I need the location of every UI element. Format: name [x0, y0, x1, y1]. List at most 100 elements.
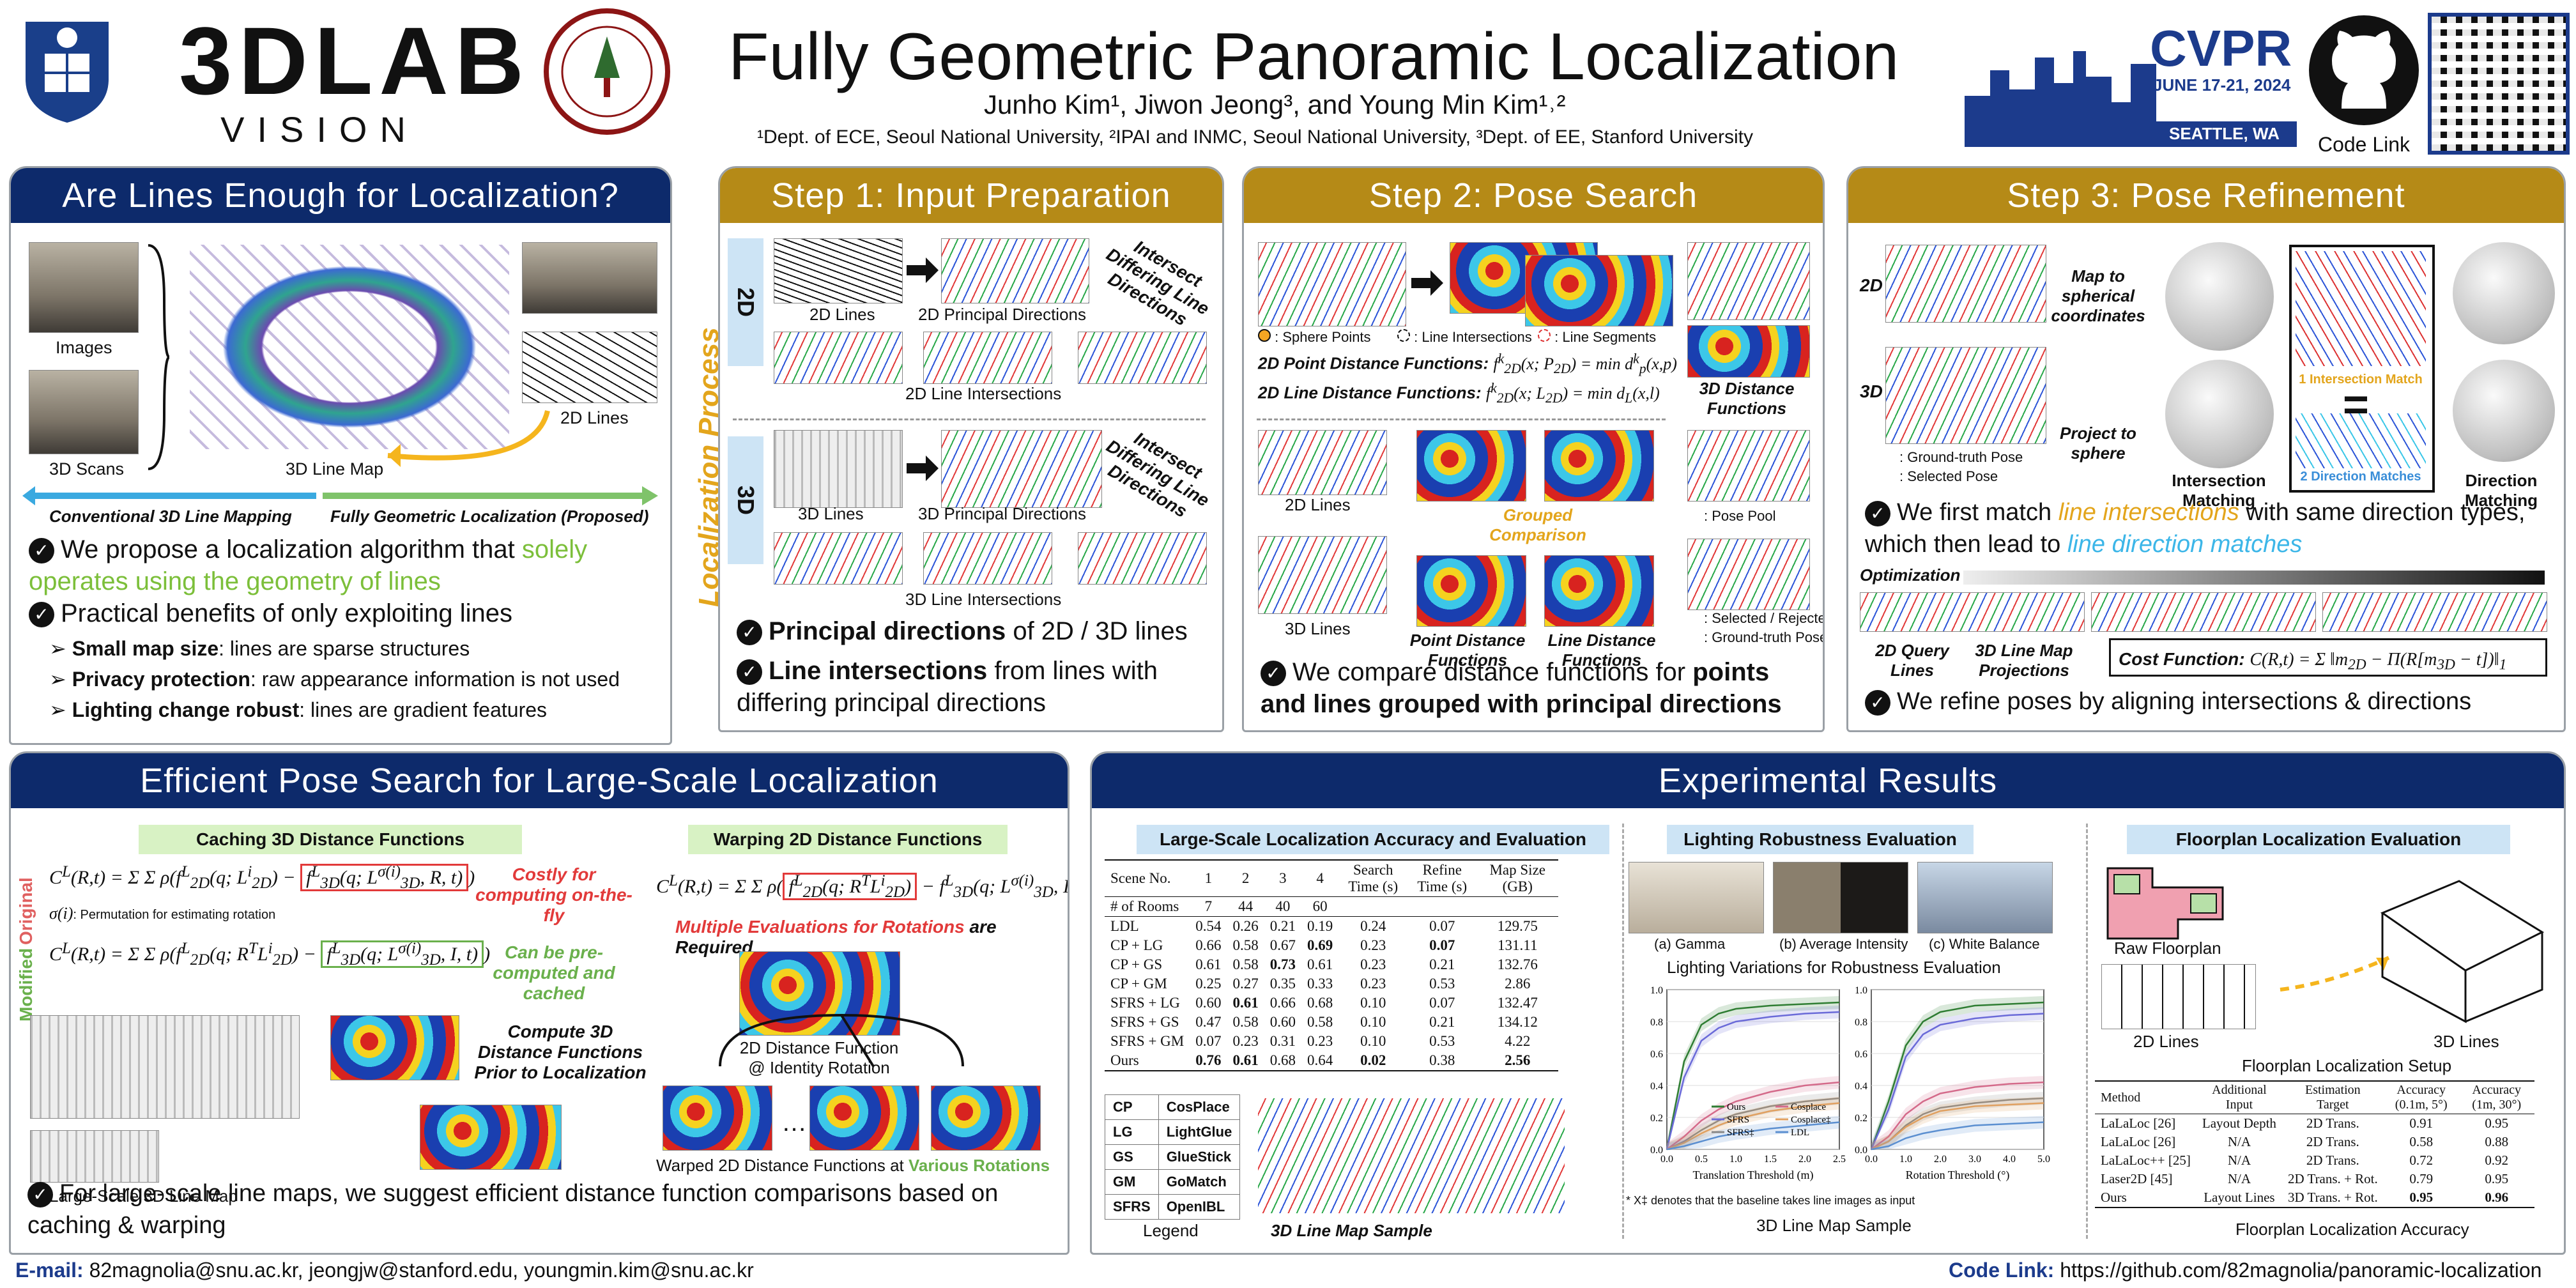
footer-email: E-mail: 82magnolia@snu.ac.kr, jeongjw@st… [15, 1259, 754, 1282]
s1-b1-bold: Principal directions [769, 617, 1006, 645]
table-row: Ours 0.76 0.61 0.68 0.64 0.02 0.38 2.56 [1105, 1051, 1558, 1071]
exp-divider-2 [2086, 824, 2088, 1239]
university-crest-icon [26, 22, 109, 123]
fl-3d-img [2370, 862, 2549, 1028]
s1-2dint-label: 2D Line Intersections [905, 384, 1062, 403]
table-row: CP + GS 0.61 0.58 0.73 0.61 0.23 0.21 132.76 [1105, 955, 1558, 974]
abbr-legend: CP CosPlace LG LightGlue GS GlueStick GM GoMatc… [1105, 1094, 1241, 1220]
td: # of Rooms [1110, 898, 1179, 914]
table-cell: 4.22 [1505, 1033, 1531, 1049]
sub3-bold: Lighting change robust [72, 698, 300, 721]
side-original: Original [16, 877, 36, 945]
bullet-benefits: ✓ Practical benefits of only exploiting l… [29, 597, 655, 629]
github-link[interactable]: Code Link [2300, 13, 2428, 156]
fl-table-cell: N/A [2227, 1134, 2251, 1149]
table-cell: LDL [1110, 918, 1139, 934]
table-cell: 0.23 [1360, 937, 1386, 953]
light-cap-c: (c) White Balance [1929, 936, 2040, 952]
series-band [1871, 1007, 2044, 1149]
light-img-gamma [1629, 862, 1764, 933]
large-map-label: Large-Scale 3D Line Map [49, 1186, 238, 1206]
code-url[interactable]: https://github.com/82magnolia/panoramic-… [2054, 1259, 2542, 1282]
fl-table-cell: LaLaLoc [26] [2101, 1116, 2176, 1131]
th: Estimation Target [2305, 1083, 2361, 1112]
cvpr-city: SEATTLE, WA [2169, 124, 2280, 143]
s1-b2-text: from lines with differing principal dire… [737, 657, 1158, 717]
legend-row: SFRS OpenIBL [1105, 1194, 1241, 1220]
fl-table-body: LaLaLoc [26] Layout Depth 2D Trans. 0.91 0.9… [2095, 1114, 2534, 1208]
s2-bullet-a: We compare distance functions for [1292, 658, 1693, 686]
s2-pose-pool: : Pose Pool [1704, 508, 1776, 524]
check-icon: ✓ [29, 538, 54, 564]
fl-2d-label: 2D Lines [2133, 1032, 2199, 1051]
fl-table-cell: Layout Depth [2202, 1116, 2276, 1131]
table-cell: 0.24 [1360, 918, 1386, 934]
y-tick-label: 0.4 [1650, 1081, 1663, 1092]
chart-footnote: * X‡ denotes that the baseline takes lin… [1626, 1194, 1915, 1207]
step3-title: Step 3: Pose Refinement [1848, 168, 2564, 223]
series-band [1667, 1116, 1839, 1149]
s3-cost-math: C(R,t) = Σ ‖m2D − Π(R[m3D − t])‖1 [2250, 650, 2507, 673]
cvpr-dates: JUNE 17-21, 2024 [2153, 75, 2291, 95]
table-cell: 0.76 [1195, 1052, 1222, 1068]
sub1-bold: Small map size [72, 637, 219, 660]
s3-proj-sph: Project to sphere [2060, 424, 2136, 463]
series-line [1870, 1013, 2044, 1150]
arrow-right-icon [907, 257, 939, 283]
s1-bullet-2: ✓ Line intersections from lines with diff… [737, 655, 1209, 719]
legend-cell: GlueStick [1158, 1144, 1241, 1170]
fl-table-row: Laser2D [45] N/A 2D Trans. + Rot. 0.79 0.95 [2095, 1170, 2534, 1188]
s1-2dlines-label: 2D Lines [809, 305, 875, 324]
s1-b2-bold: Line intersections [769, 657, 988, 685]
s2-legend-seg: : Line Segments [1538, 329, 1656, 346]
s3-cost-box: Cost Function: C(R,t) = Σ ‖m2D − Π(R[m3D… [2109, 638, 2547, 677]
table-cell: 0.07 [1195, 1033, 1222, 1049]
exp-title: Experimental Results [1092, 753, 2564, 808]
s2-ln-fn: 2D Line Distance Functions: fk2D(x; L2D)… [1258, 380, 1660, 406]
images-thumb-1 [29, 242, 139, 333]
check-icon: ✓ [27, 1181, 53, 1208]
s1-2dint-img1 [774, 332, 903, 384]
large-map-img-2 [30, 1130, 159, 1183]
check-icon: ✓ [1865, 689, 1890, 716]
progress-arrows-icon [22, 486, 658, 505]
series-band [1667, 1096, 1839, 1149]
arrow-right-icon [907, 456, 939, 481]
s2-bullet: ✓ We compare distance functions for point… [1261, 656, 1810, 720]
table-cell: 0.53 [1429, 1033, 1455, 1049]
table-cell: CP + GS [1110, 956, 1163, 972]
table-cell: 0.53 [1429, 976, 1455, 992]
series-line [1666, 1001, 1840, 1150]
legend-cell: LightGlue [1158, 1119, 1241, 1145]
legend-cell: GM [1105, 1169, 1159, 1195]
x-tick-label: 1.5 [1764, 1154, 1777, 1165]
sub-bullet-size: ➢ Small map size: lines are sparse struc… [49, 637, 470, 660]
light-cap-a: (a) Gamma [1654, 936, 1726, 952]
s1-curve-note-3d: Intersect Differing Line Directions [1103, 428, 1213, 521]
s1-curve-note-2d: Intersect Differing Line Directions [1103, 236, 1213, 330]
poster-title: Fully Geometric Panoramic Localization [728, 20, 1899, 94]
check-icon: ✓ [1261, 661, 1286, 687]
panel-step3: Step 3: Pose Refinement 2D Map to spheri… [1846, 166, 2566, 732]
table-cell: 0.58 [1232, 956, 1259, 972]
sub-light: Lighting Robustness Evaluation [1667, 825, 1974, 854]
fl-table-cell: 2D Trans. + Rot. [2287, 1171, 2378, 1186]
side-modified: Modified [16, 947, 36, 1022]
sub-bullet-privacy: ➢ Privacy protection: raw appearance inf… [49, 668, 620, 691]
s2-2dlines-label: 2D Lines [1285, 495, 1351, 514]
table-row: SFRS + GM 0.07 0.23 0.31 0.23 0.10 0.53 4.22 [1105, 1032, 1558, 1051]
bullet-proposal-a: We propose a localization algorithm that [61, 535, 522, 564]
s2-leg-seg-text: : Line Segments [1554, 329, 1657, 345]
table-cell: 0.61 [1307, 956, 1333, 972]
th: 4 [1316, 870, 1324, 886]
qr-code[interactable] [2428, 13, 2570, 155]
table-cell: 0.21 [1429, 956, 1455, 972]
s3-sphere-dir-3d [2453, 360, 2555, 462]
table-cell: 0.73 [1269, 956, 1296, 972]
eq-sigma: σ(i): Permutation for estimating rotatio… [49, 904, 276, 923]
s1-bullet-1: ✓ Principal directions of 2D / 3D lines [737, 615, 1209, 647]
fl-table-cell: Layout Lines [2204, 1190, 2275, 1205]
s3-optimization: Optimization [1860, 565, 1961, 585]
email-text[interactable]: 82magnolia@snu.ac.kr, jeongjw@stanford.e… [83, 1259, 754, 1282]
lines-2d-thumb [522, 332, 657, 403]
